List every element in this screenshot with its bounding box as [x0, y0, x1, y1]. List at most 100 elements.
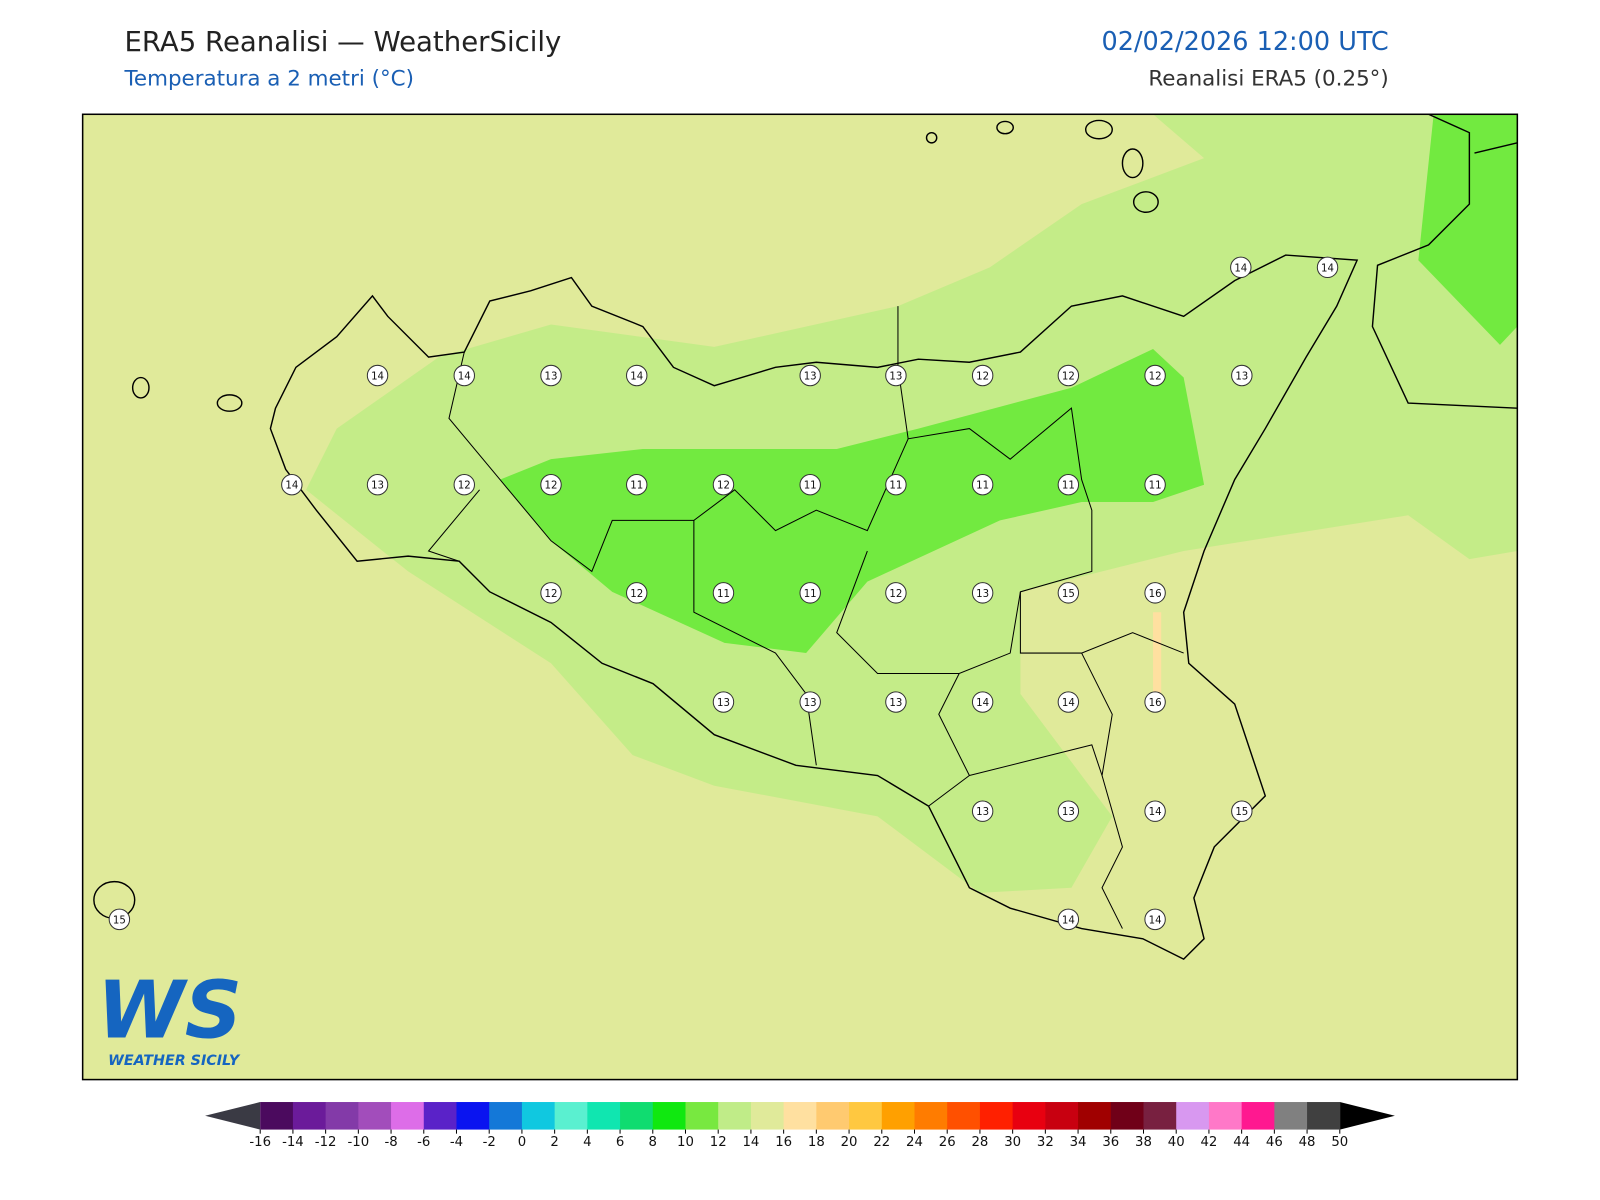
- station-value: 11: [630, 481, 643, 492]
- colorbar-swatch: [358, 1102, 392, 1130]
- colorbar-tick-label: 30: [1004, 1135, 1021, 1150]
- station-marker: [885, 691, 907, 713]
- colorbar-swatch: [750, 1102, 785, 1130]
- colorbar-tick-label: 32: [1037, 1135, 1054, 1150]
- station-marker: [799, 473, 821, 496]
- colorbar-tick-label: -4: [450, 1135, 463, 1150]
- station-marker: [971, 582, 994, 604]
- colorbar-tick-label: 0: [518, 1135, 526, 1150]
- station-value: 15: [1062, 589, 1075, 600]
- colorbar-tick-label: 22: [873, 1135, 890, 1150]
- colorbar-swatch: [587, 1102, 621, 1130]
- colorbar-tick-label: 24: [906, 1135, 923, 1150]
- colorbar-swatch: [1274, 1102, 1308, 1130]
- station-marker: [1057, 582, 1080, 604]
- logo: WS WEATHER SICILY: [97, 963, 242, 1069]
- colorbar-swatch: [1045, 1102, 1079, 1130]
- station-marker: [453, 473, 475, 496]
- station-marker: [540, 582, 562, 604]
- station-value: 13: [717, 698, 730, 709]
- station-value: 14: [630, 372, 643, 383]
- station-value: 13: [371, 481, 384, 492]
- colorbar-swatch: [979, 1102, 1014, 1130]
- colorbar-tick-label: 28: [971, 1135, 988, 1150]
- colorbar: -16 -14 -12 -10 -8 -6 -4 -2 0 2 4 6 8 10 12 14 16 18 20 22 2…: [205, 1102, 1395, 1150]
- colorbar-tick-label: 8: [649, 1135, 657, 1150]
- logo-mark: WS: [97, 963, 242, 1056]
- colorbar-swatch: [620, 1102, 654, 1130]
- colorbar-swatch: [325, 1102, 359, 1130]
- station-marker: [626, 473, 648, 496]
- station-value: 13: [545, 372, 558, 383]
- station-marker: [885, 582, 907, 604]
- station-value: 14: [1062, 698, 1075, 709]
- colorbar-tick-label: 2: [550, 1135, 558, 1150]
- colorbar-swatch: [1012, 1102, 1046, 1130]
- colorbar-swatch: [816, 1102, 850, 1130]
- station-value: 12: [545, 589, 558, 600]
- colorbar-swatch: [1176, 1102, 1210, 1130]
- station-marker: [1144, 691, 1166, 713]
- colorbar-tick-label: 38: [1135, 1135, 1152, 1150]
- subtitle: Temperatura a 2 metri (°C): [123, 67, 413, 92]
- station-marker: [799, 691, 821, 713]
- station-value: 13: [976, 807, 989, 818]
- colorbar-tick-label: 50: [1331, 1135, 1348, 1150]
- map-frame: [81, 113, 1519, 1081]
- source: Reanalisi ERA5 (0.25°): [1148, 67, 1388, 92]
- colorbar-tick-label: 12: [710, 1135, 727, 1150]
- colorbar-swatch: [1078, 1102, 1112, 1130]
- canvas: ERA5 Reanalisi — WeatherSicily Temperatu…: [81, 26, 1519, 1150]
- station-value: 12: [545, 481, 558, 492]
- station-value: 13: [889, 698, 902, 709]
- colorbar-tick-label: -12: [315, 1135, 337, 1150]
- field-bright: [499, 348, 1205, 654]
- station-value: 12: [458, 481, 471, 492]
- colorbar-tick-label: -8: [384, 1135, 397, 1150]
- station-value: 11: [889, 481, 902, 492]
- colorbar-over: [1339, 1102, 1395, 1130]
- station-marker: [971, 691, 994, 713]
- colorbar-tick-label: 36: [1102, 1135, 1119, 1150]
- colorbar-tick-label: 4: [583, 1135, 591, 1150]
- station-value: 15: [1235, 807, 1248, 818]
- station-value: 12: [976, 372, 989, 383]
- station-value: 12: [1149, 372, 1162, 383]
- station-marker: [540, 473, 562, 496]
- logo-caption: WEATHER SICILY: [108, 1053, 241, 1069]
- colorbar-tick-label: 48: [1299, 1135, 1316, 1150]
- station-marker: [799, 364, 821, 387]
- colorbar-swatch: [1208, 1102, 1243, 1130]
- station-value: 11: [976, 481, 989, 492]
- station-marker: [1231, 364, 1253, 387]
- station-marker: [1057, 908, 1080, 931]
- station-marker: [712, 691, 735, 713]
- colorbar-swatch: [881, 1102, 916, 1130]
- station-value: 14: [371, 372, 384, 383]
- station-marker: [366, 364, 389, 387]
- station-marker: [971, 364, 994, 387]
- station-marker: [1144, 800, 1166, 822]
- station-value: 14: [285, 481, 298, 492]
- colorbar-swatch: [652, 1102, 687, 1130]
- station-marker: [453, 364, 475, 387]
- station-marker: [1144, 908, 1166, 931]
- station-value: 14: [1234, 263, 1247, 274]
- station-value: 14: [1149, 915, 1162, 926]
- colorbar-swatch: [1241, 1102, 1275, 1130]
- station-marker: [540, 364, 562, 387]
- colorbar-tick-label: 14: [742, 1135, 759, 1150]
- colorbar-tick-label: 40: [1168, 1135, 1185, 1150]
- colorbar-swatch: [1110, 1102, 1145, 1130]
- colorbar-tick-label: 20: [841, 1135, 858, 1150]
- colorbar-swatch: [849, 1102, 883, 1130]
- colorbar-swatch: [456, 1102, 490, 1130]
- colorbar-tick-label: 6: [616, 1135, 624, 1150]
- station-value: 12: [1062, 372, 1075, 383]
- station-value: 14: [976, 698, 989, 709]
- coastline: [93, 114, 1518, 961]
- station-value: 13: [804, 372, 817, 383]
- station-marker: [626, 582, 648, 604]
- colorbar-swatch: [1143, 1102, 1177, 1130]
